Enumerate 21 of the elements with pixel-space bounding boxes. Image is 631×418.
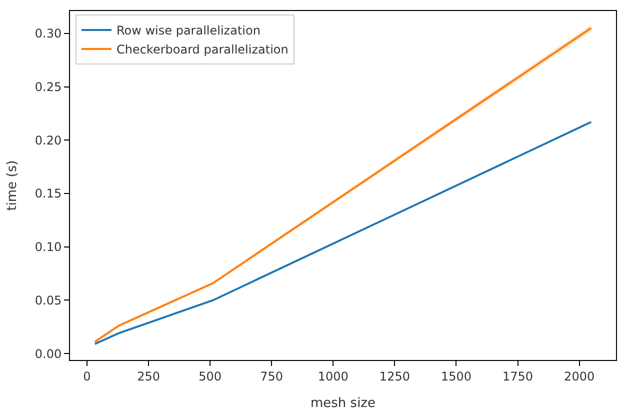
y-axis-title: time (s) xyxy=(4,160,20,211)
y-tick-label: 0.25 xyxy=(34,80,62,94)
x-tick-label: 500 xyxy=(198,369,222,384)
x-tick-label: 250 xyxy=(137,369,160,384)
x-tick-label: 1250 xyxy=(379,369,410,384)
y-tick-label: 0.20 xyxy=(34,133,62,148)
y-tick-label: 0.00 xyxy=(34,346,62,361)
x-axis-title: mesh size xyxy=(310,396,376,411)
line-series xyxy=(94,121,592,345)
y-tick-label: 0.05 xyxy=(34,293,62,308)
x-tick-label: 0 xyxy=(83,369,91,384)
y-tick-label: 0.10 xyxy=(34,240,62,254)
x-tick-label: 1750 xyxy=(502,369,534,384)
x-tick-label: 1500 xyxy=(440,369,472,384)
x-tick-label: 1000 xyxy=(318,369,348,384)
legend-label: Checkerboard parallelization xyxy=(116,42,288,57)
x-tick-label: 2000 xyxy=(564,369,595,384)
x-tick-label: 750 xyxy=(260,369,284,384)
y-tick-label: 0.15 xyxy=(34,186,62,201)
y-tick-label: 0.30 xyxy=(34,26,62,41)
legend-label: Row wise parallelization xyxy=(116,24,260,38)
